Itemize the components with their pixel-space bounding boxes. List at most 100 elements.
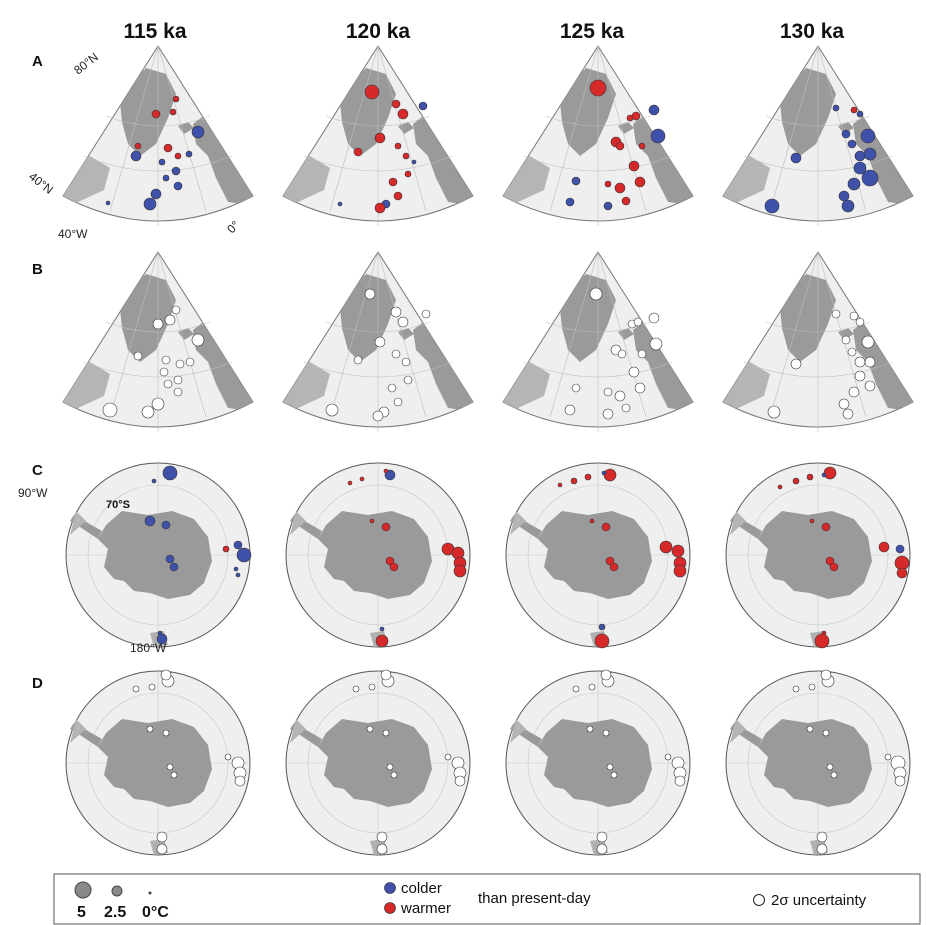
site-marker (393, 191, 403, 201)
site-marker (391, 349, 401, 359)
land-iceland (398, 122, 414, 134)
land-iceland (178, 122, 194, 134)
panel-d-3 (725, 669, 911, 856)
site-marker (650, 128, 666, 144)
site-marker (634, 382, 646, 394)
site-marker (146, 725, 154, 733)
site-marker (374, 336, 386, 348)
site-marker (671, 544, 685, 558)
site-marker (133, 351, 143, 361)
site-marker (628, 160, 640, 172)
site-marker (151, 109, 161, 119)
site-marker (895, 544, 905, 554)
site-marker (173, 387, 183, 397)
site-marker (790, 358, 802, 370)
row-label-c: C (32, 462, 43, 479)
lat-label-80n: 80°N (71, 50, 101, 78)
column-title-130ka: 130 ka (780, 20, 845, 43)
panel-c-3 (725, 462, 911, 649)
site-marker (648, 104, 660, 116)
site-marker (173, 181, 183, 191)
site-marker (603, 468, 617, 482)
site-marker (615, 141, 625, 151)
site-marker (896, 567, 908, 579)
site-marker (397, 316, 409, 328)
site-marker (602, 729, 610, 737)
column-title-115ka: 115 ka (123, 20, 186, 43)
site-marker (649, 337, 663, 351)
site-marker (814, 633, 830, 649)
site-marker (161, 520, 171, 530)
site-marker (143, 197, 157, 211)
site-marker (389, 562, 399, 572)
site-marker (806, 725, 814, 733)
site-marker (849, 311, 859, 321)
site-marker (397, 108, 409, 120)
site-marker (444, 753, 452, 761)
site-marker (605, 556, 615, 566)
site-marker (586, 725, 594, 733)
legend-warmer-dot (384, 902, 396, 914)
land-iceland (618, 122, 634, 134)
site-marker (418, 101, 428, 111)
site-marker (150, 188, 162, 200)
site-marker (169, 562, 179, 572)
site-marker (163, 379, 173, 389)
site-marker (169, 108, 177, 116)
site-marker (381, 522, 391, 532)
site-marker (172, 95, 180, 103)
site-marker (359, 476, 365, 482)
site-marker (102, 402, 118, 418)
site-marker (369, 518, 375, 524)
legend-box (53, 873, 921, 925)
site-marker (589, 79, 607, 97)
site-marker (347, 480, 353, 486)
land-iceland (838, 122, 854, 134)
map-panels (62, 45, 914, 856)
site-marker (366, 725, 374, 733)
legend-size-label-0: 0°C (142, 904, 169, 921)
site-marker (816, 843, 828, 855)
land-greenland (560, 274, 616, 362)
site-marker (850, 106, 858, 114)
land-greenland (780, 274, 836, 362)
site-marker (894, 775, 906, 787)
site-marker (160, 669, 172, 681)
panel-b-1 (282, 251, 474, 432)
site-marker (847, 177, 861, 191)
site-marker (841, 335, 851, 345)
site-marker (764, 198, 780, 214)
panel-a-0 (62, 45, 254, 226)
site-marker (861, 335, 875, 349)
legend-size-0 (148, 891, 152, 895)
site-marker (171, 166, 181, 176)
site-marker (792, 685, 800, 693)
site-marker (674, 775, 686, 787)
site-marker (158, 158, 166, 166)
site-marker (826, 763, 834, 771)
site-marker (162, 174, 170, 182)
site-marker (841, 129, 851, 139)
site-marker (163, 143, 173, 153)
lon-label-0: 0° (224, 218, 242, 236)
site-marker (829, 562, 839, 572)
land-antarctica (538, 511, 652, 599)
site-marker (822, 729, 830, 737)
column-title-125ka: 125 ka (560, 20, 625, 43)
site-marker (831, 309, 841, 319)
site-marker (170, 771, 178, 779)
site-marker (571, 383, 581, 393)
land-antarctica (98, 511, 212, 599)
site-marker (557, 482, 563, 488)
site-marker (809, 518, 815, 524)
site-marker (609, 562, 619, 572)
panel-d-1 (285, 669, 471, 856)
site-marker (175, 359, 185, 369)
site-marker (600, 669, 612, 681)
site-marker (368, 683, 376, 691)
site-marker (610, 771, 618, 779)
site-marker (594, 633, 610, 649)
land-greenland (780, 68, 836, 156)
site-marker (164, 314, 176, 326)
panel-c-2 (505, 462, 691, 649)
